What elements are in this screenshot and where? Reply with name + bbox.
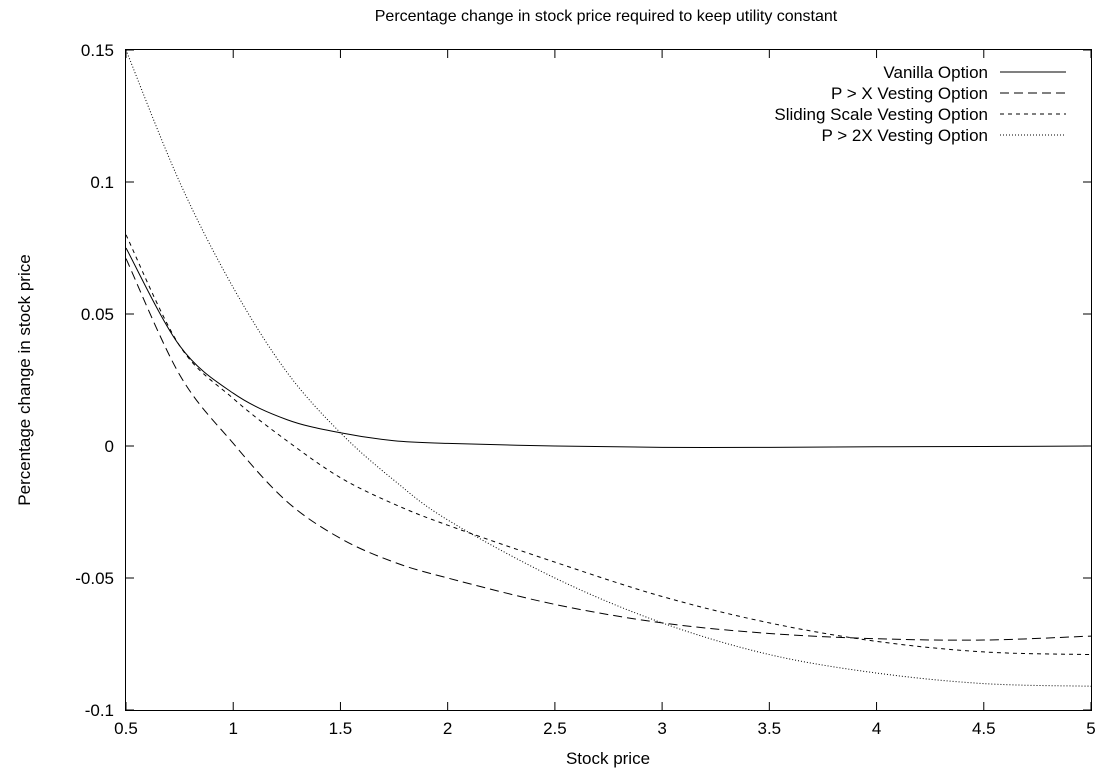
y-tick-label: -0.1 — [85, 701, 114, 720]
x-tick-label: 4 — [872, 719, 881, 738]
x-tick-label: 1 — [228, 719, 237, 738]
legend: Vanilla Option P > X Vesting Option Slidin… — [774, 63, 1066, 145]
series-line-4 — [125, 49, 1092, 687]
x-tick-label: 4.5 — [972, 719, 996, 738]
x-tick-label: 1.5 — [329, 719, 353, 738]
y-tick-label: -0.05 — [75, 569, 114, 588]
x-axis-label: Stock price — [566, 749, 650, 768]
series-line-2 — [125, 258, 1092, 641]
x-axis: 0.5 1 1.5 2 2.5 3 3.5 4 4.5 5 — [114, 50, 1096, 738]
series-line-1 — [125, 247, 1092, 448]
y-tick-label: 0.05 — [81, 305, 114, 324]
legend-label: Vanilla Option — [883, 63, 988, 82]
series-lines — [125, 49, 1092, 687]
y-axis: -0.1 -0.05 0 0.05 0.1 0.15 — [75, 41, 1091, 720]
legend-label: P > X Vesting Option — [831, 84, 988, 103]
legend-label: Sliding Scale Vesting Option — [774, 105, 988, 124]
y-axis-label: Percentage change in stock price — [15, 254, 34, 505]
y-tick-label: 0 — [105, 437, 114, 456]
chart-title: Percentage change in stock price require… — [375, 8, 838, 25]
x-tick-label: 0.5 — [114, 719, 138, 738]
y-tick-label: 0.15 — [81, 41, 114, 60]
x-tick-label: 5 — [1086, 719, 1095, 738]
series-line-3 — [125, 234, 1092, 656]
x-tick-label: 3.5 — [758, 719, 782, 738]
plot-frame — [125, 49, 1092, 711]
x-tick-label: 3 — [657, 719, 666, 738]
x-tick-label: 2 — [443, 719, 452, 738]
y-tick-label: 0.1 — [90, 173, 114, 192]
legend-label: P > 2X Vesting Option — [822, 126, 989, 145]
x-tick-label: 2.5 — [543, 719, 567, 738]
